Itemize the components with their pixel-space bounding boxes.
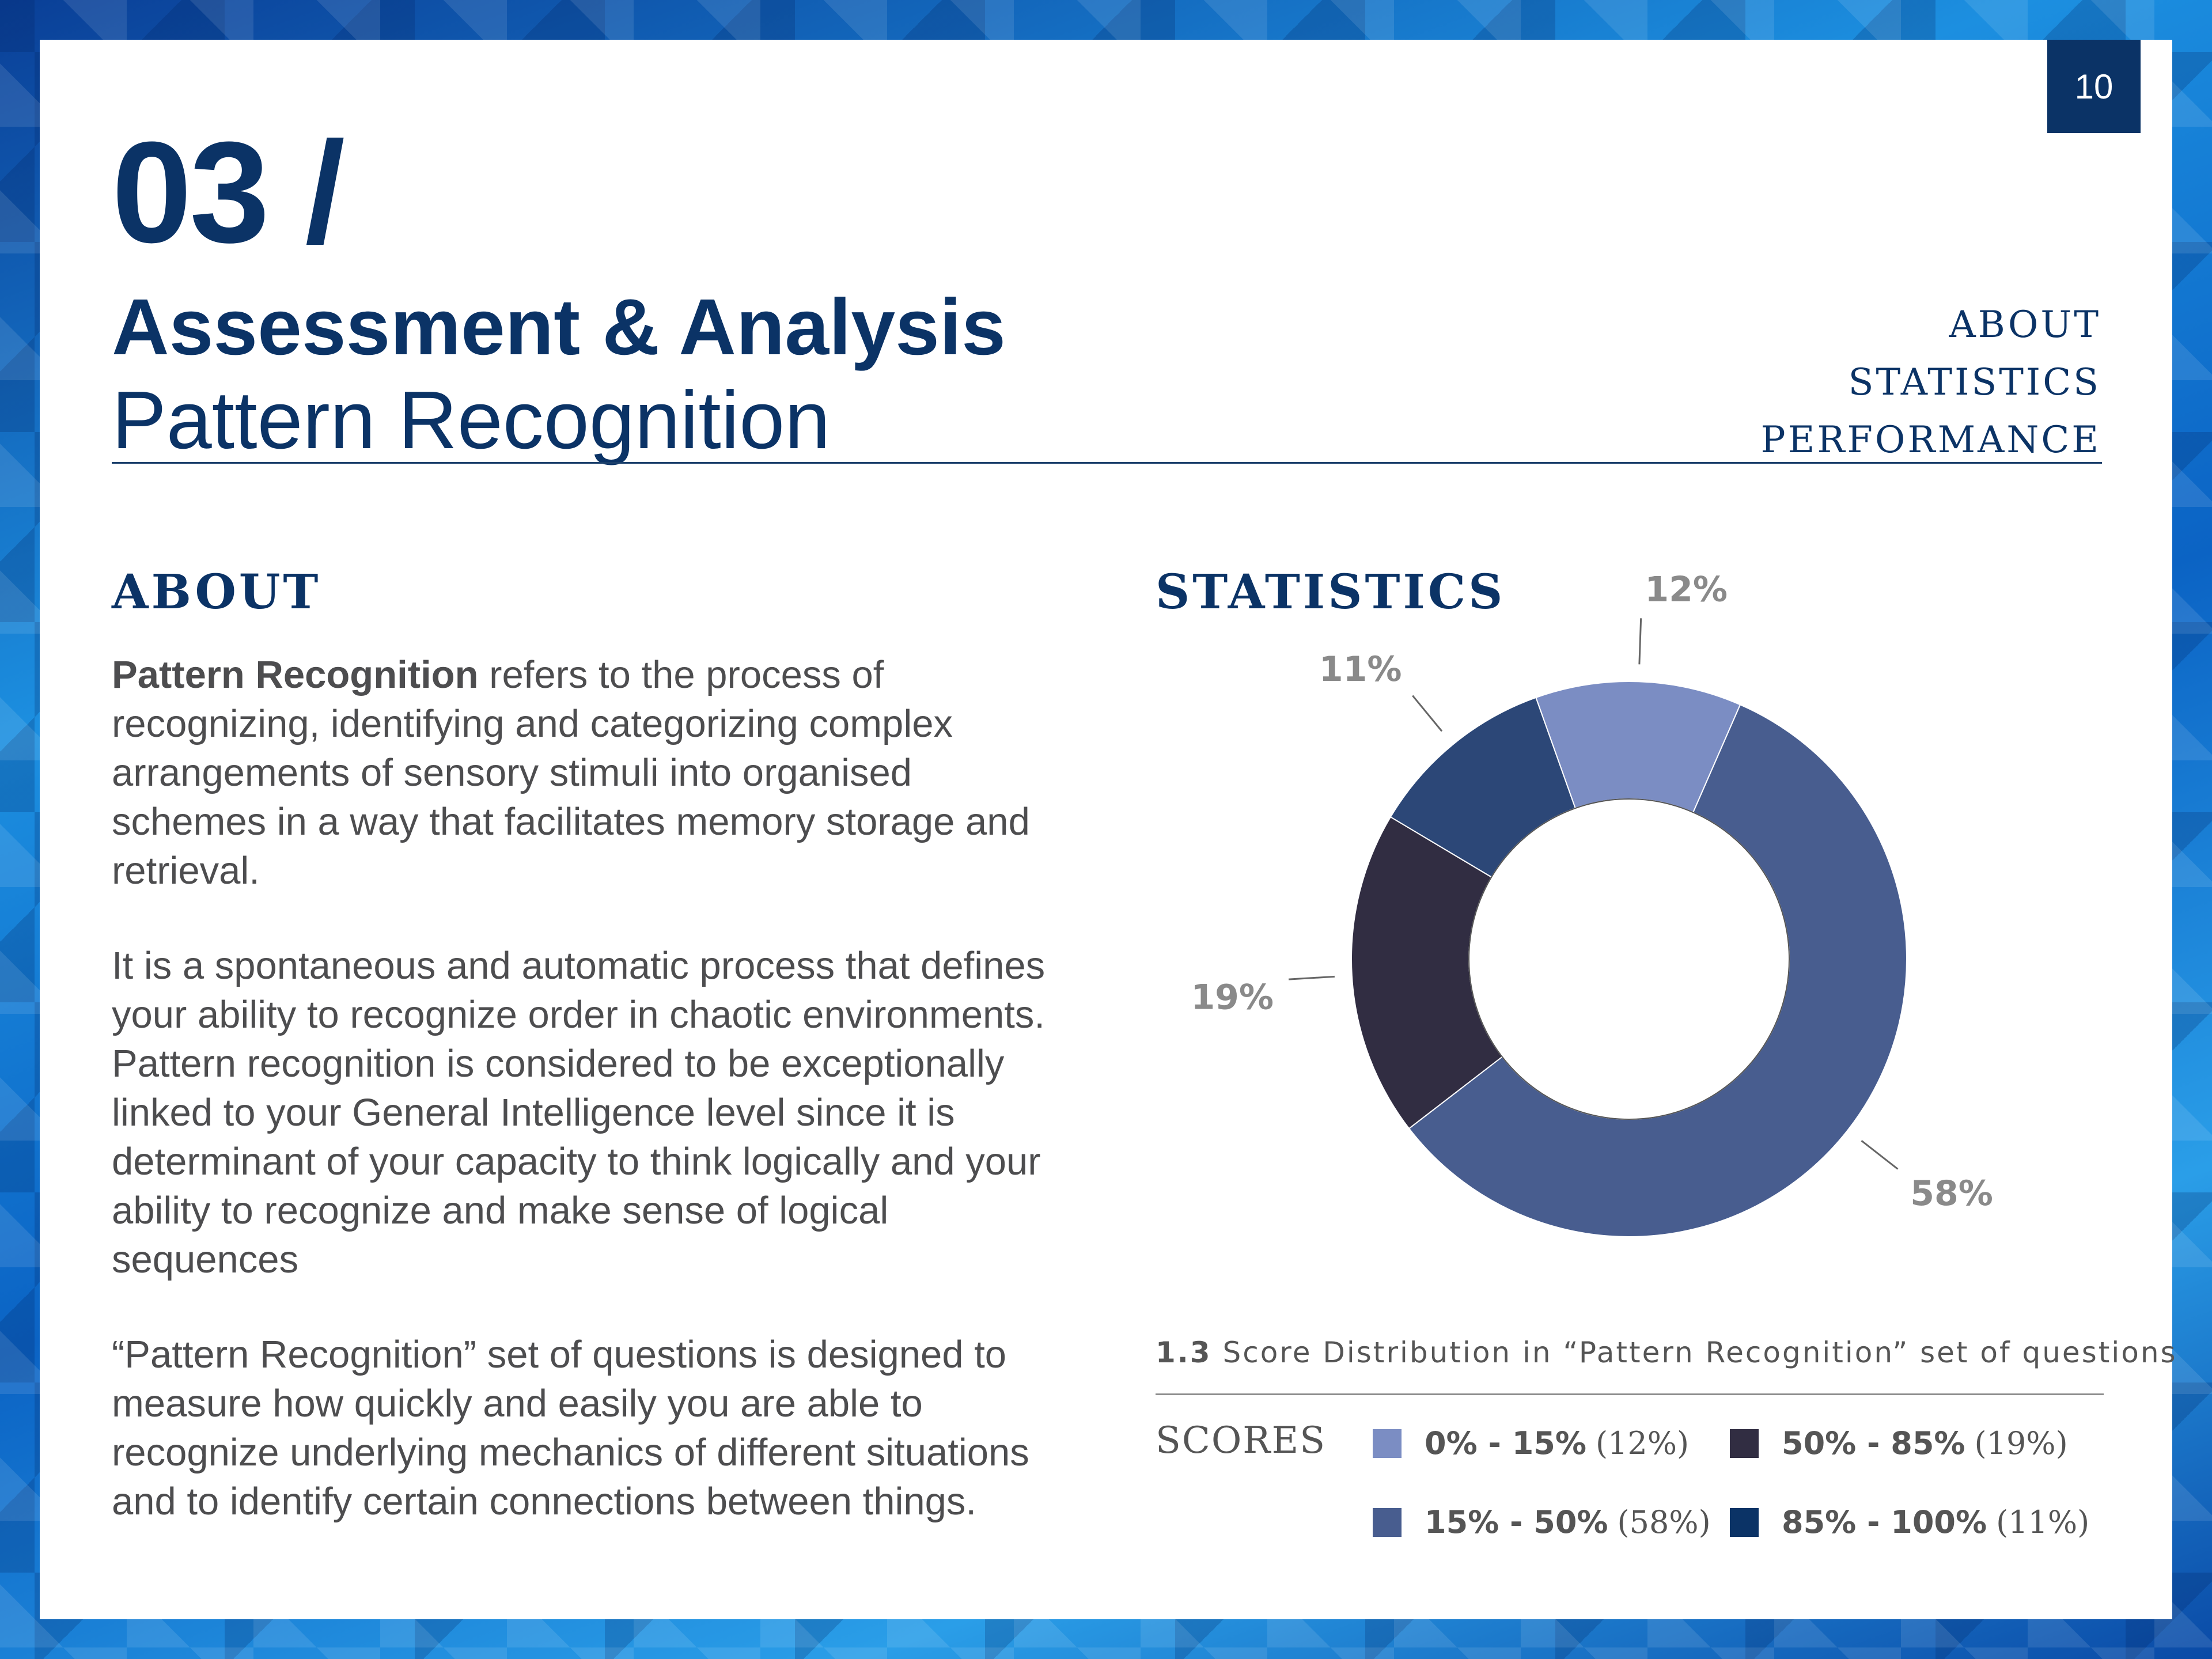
about-text: Pattern Recognition refers to the proces… (112, 650, 1056, 1572)
legend-swatch (1730, 1429, 1759, 1458)
caption-number: 1.3 (1156, 1336, 1212, 1369)
donut-slice-15-50 (1408, 703, 1907, 1237)
page-number: 10 (2047, 40, 2141, 133)
data-label: 19% (1191, 977, 1274, 1017)
legend-percent: (11%) (1996, 1504, 2090, 1540)
legend-item-15-50: 15% - 50% (58%) (1373, 1504, 1711, 1540)
nav-link-performance[interactable]: PERFORMANCE (1760, 419, 2101, 461)
legend-swatch (1373, 1508, 1402, 1537)
legend-swatch (1373, 1429, 1402, 1458)
nav-link-about[interactable]: ABOUT (1949, 304, 2101, 346)
about-paragraph-2: It is a spontaneous and automatic proces… (112, 944, 1046, 1281)
legend-range: 15% - 50% (1425, 1504, 1608, 1540)
page-title: Assessment & Analysis (112, 283, 1006, 372)
label-leader-line (1288, 975, 1335, 980)
label-leader-line (1412, 695, 1443, 732)
data-label: 11% (1319, 649, 1402, 690)
legend-item-0-15: 0% - 15% (12%) (1373, 1425, 1689, 1461)
legend-percent: (12%) (1595, 1425, 1690, 1461)
legend-swatch (1730, 1508, 1759, 1537)
page-card: 10 03 / Assessment & Analysis Pattern Re… (40, 40, 2176, 1619)
caption-text: Score Distribution in “Pattern Recogniti… (1211, 1336, 2177, 1369)
legend-range: 0% - 15% (1425, 1425, 1586, 1461)
section-nav: ABOUT STATISTICS PERFORMANCE (1761, 296, 2101, 469)
donut-slice-50-85 (1351, 816, 1503, 1130)
legend-range: 50% - 85% (1782, 1425, 1965, 1461)
legend-divider (1156, 1393, 2104, 1395)
about-paragraph-3: “Pattern Recognition” set of questions i… (112, 1333, 1029, 1523)
legend-item-85-100: 85% - 100% (11%) (1730, 1504, 2089, 1540)
about-definition: refers to the process of recognizing, id… (112, 653, 1030, 892)
about-paragraph-1: Pattern Recognition refers to the proces… (112, 650, 1056, 895)
page-subtitle: Pattern Recognition (112, 374, 831, 466)
donut-hole-outline (1468, 798, 1790, 1120)
label-leader-line (1861, 1140, 1899, 1170)
legend-title: SCORES (1156, 1419, 1327, 1462)
legend-percent: (19%) (1974, 1425, 2068, 1461)
donut-slice-0-15 (1535, 681, 1741, 813)
statistics-heading: STATISTICS (1156, 565, 1506, 620)
legend-range: 85% - 100% (1782, 1504, 1987, 1540)
donut-slice-85-100 (1389, 696, 1577, 878)
label-leader-line (1638, 618, 1642, 665)
legend-percent: (58%) (1617, 1504, 1711, 1540)
about-term: Pattern Recognition (112, 653, 479, 696)
chart-caption: 1.3 Score Distribution in “Pattern Recog… (1156, 1336, 2176, 1369)
data-label: 12% (1645, 569, 1728, 609)
nav-link-statistics[interactable]: STATISTICS (1848, 361, 2101, 404)
legend-item-50-85: 50% - 85% (19%) (1730, 1425, 2068, 1461)
section-number: 03 / (112, 112, 345, 272)
header-divider (112, 462, 2102, 464)
data-label: 58% (1910, 1173, 1993, 1214)
about-heading: ABOUT (112, 565, 321, 620)
